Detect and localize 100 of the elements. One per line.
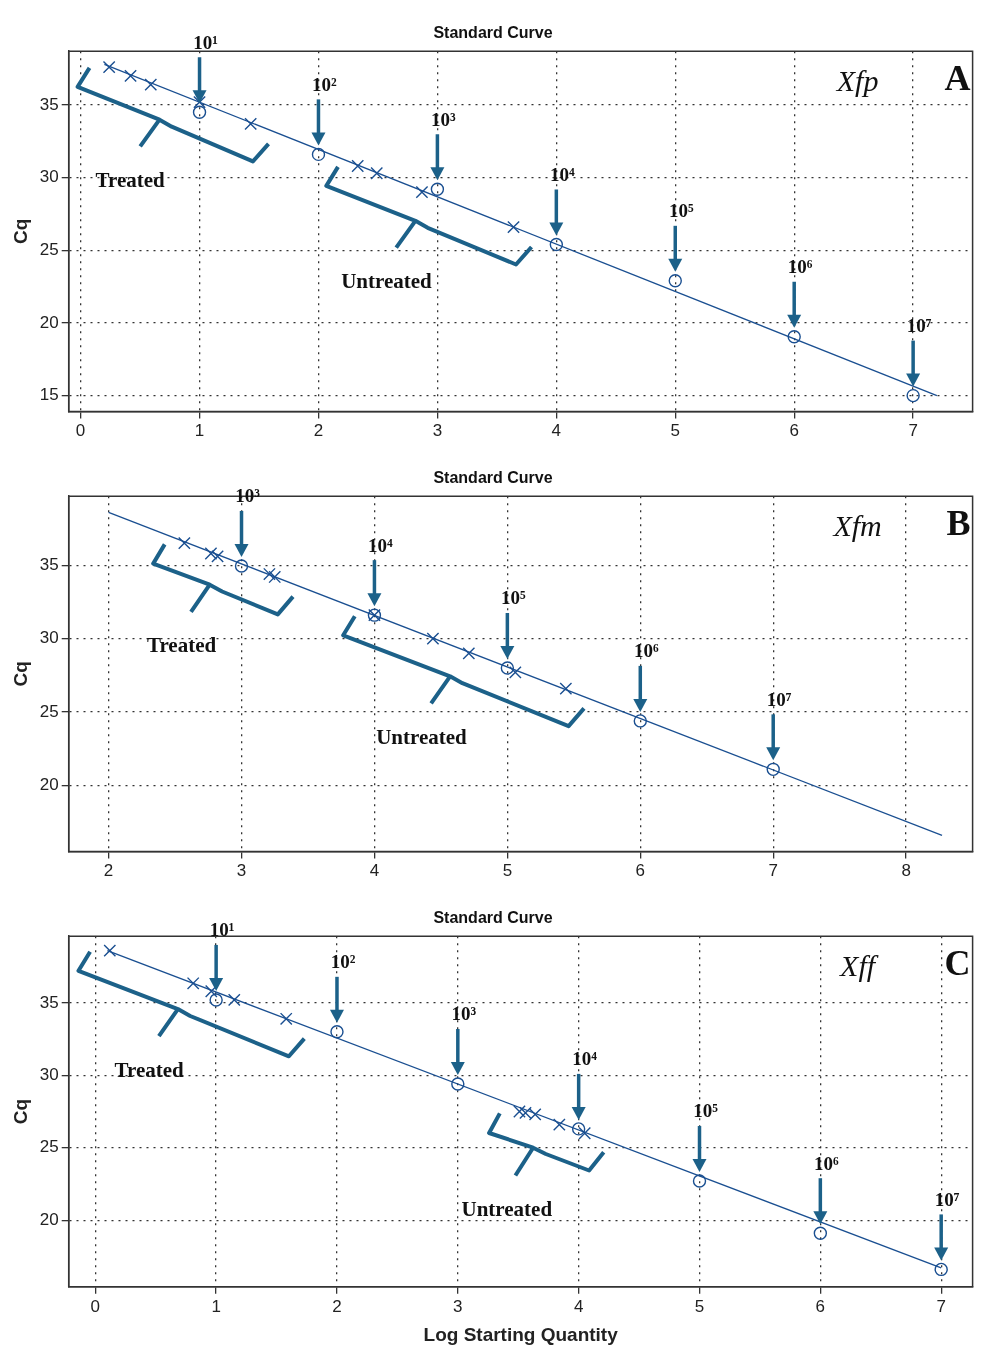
- x-tick-label: 3: [432, 421, 443, 441]
- annotation: Untreated: [376, 724, 468, 749]
- point: [906, 388, 920, 403]
- point: [211, 550, 224, 563]
- point: [103, 944, 117, 958]
- annotation: 10⁶: [787, 256, 813, 278]
- point: [144, 78, 158, 91]
- chart-title: Standard Curve: [433, 909, 553, 927]
- y-axis-title: Cq: [9, 218, 31, 245]
- x-tick-label: 8: [901, 861, 911, 881]
- point: [192, 105, 207, 119]
- point: [500, 661, 515, 675]
- point: [204, 984, 218, 998]
- annotation: 10⁴: [549, 163, 575, 185]
- x-tick-label: 5: [670, 421, 680, 441]
- point: [559, 682, 573, 695]
- point: [934, 1262, 948, 1277]
- point: [692, 1174, 707, 1188]
- x-tick-label: 2: [313, 421, 324, 441]
- point: [204, 547, 218, 560]
- point: [268, 570, 282, 584]
- annotation: Treated: [146, 633, 217, 658]
- annotation: Xfp: [835, 64, 879, 98]
- point: [227, 993, 241, 1007]
- annotation: Untreated: [341, 269, 433, 294]
- y-tick-label: 35: [39, 992, 59, 1012]
- y-tick-label: 20: [39, 312, 59, 332]
- annotation: 10⁵: [501, 587, 527, 609]
- point: [451, 1077, 465, 1091]
- point: [209, 993, 223, 1007]
- y-axis-title: Cq: [9, 661, 31, 687]
- x-tick-label: 2: [103, 861, 114, 881]
- y-tick-label: 30: [39, 628, 59, 648]
- point: [330, 1025, 344, 1039]
- annotation: 10⁶: [813, 1152, 839, 1174]
- point: [311, 147, 326, 162]
- point: [193, 95, 206, 109]
- annotation: 10⁵: [693, 1100, 719, 1122]
- point: [234, 559, 249, 573]
- x-tick-label: 2: [332, 1296, 342, 1316]
- x-tick-label: 5: [502, 861, 513, 881]
- point: [528, 1108, 542, 1121]
- x-tick-label: 7: [768, 861, 778, 881]
- point: [813, 1226, 828, 1240]
- point: [426, 632, 440, 646]
- x-tick-label: 6: [635, 861, 646, 881]
- point: [263, 567, 276, 581]
- annotation: 10⁷: [766, 688, 792, 710]
- chart-title: Standard Curve: [433, 469, 553, 487]
- point: [633, 714, 647, 728]
- y-tick-label: 20: [39, 775, 59, 795]
- annotation: C: [944, 943, 971, 984]
- y-tick-label: 35: [39, 94, 59, 114]
- y-tick-label: 30: [39, 167, 59, 187]
- x-tick-label: 0: [90, 1296, 101, 1316]
- annotation: Treated: [114, 1057, 185, 1082]
- y-tick-label: 35: [39, 554, 59, 574]
- annotation: 10⁵: [668, 200, 694, 222]
- point: [766, 762, 780, 777]
- x-tick-label: 3: [236, 861, 247, 881]
- y-axis-title: Cq: [9, 1098, 31, 1125]
- annotation: A: [944, 58, 971, 99]
- y-tick-label: 15: [39, 385, 59, 405]
- x-tick-label: 5: [694, 1296, 705, 1316]
- point: [279, 1012, 293, 1026]
- point: [571, 1122, 586, 1136]
- x-tick-label: 7: [936, 1296, 946, 1316]
- annotation: 10³: [451, 1003, 477, 1025]
- x-tick-label: 3: [453, 1296, 463, 1316]
- annotation: 10²: [312, 73, 338, 95]
- y-tick-label: 20: [39, 1209, 59, 1229]
- point: [549, 237, 564, 252]
- y-tick-label: 25: [39, 239, 59, 259]
- point: [415, 185, 429, 199]
- point: [508, 666, 522, 679]
- point: [787, 330, 801, 344]
- point: [668, 274, 682, 288]
- annotation: 10⁶: [633, 640, 659, 662]
- x-tick-label: 4: [551, 421, 562, 441]
- annotation: Xff: [839, 949, 879, 983]
- y-tick-label: 30: [39, 1064, 59, 1084]
- annotation: 10¹: [193, 31, 218, 53]
- x-tick-label: 4: [573, 1296, 584, 1316]
- point: [124, 69, 137, 83]
- x-tick-label: 6: [789, 421, 799, 441]
- annotation: 10³: [431, 108, 457, 130]
- annotation: Treated: [95, 168, 166, 193]
- x-axis-title: Log Starting Quantity: [423, 1323, 619, 1345]
- x-tick-label: 1: [211, 1296, 221, 1316]
- point: [519, 1106, 532, 1120]
- annotation: 10⁴: [368, 534, 394, 556]
- x-tick-label: 1: [194, 421, 205, 441]
- point: [578, 1126, 592, 1140]
- annotation: 10⁷: [906, 315, 932, 337]
- x-tick-label: 6: [815, 1296, 826, 1316]
- point: [552, 1118, 566, 1131]
- annotation: 10²: [330, 951, 356, 973]
- point: [430, 182, 445, 196]
- point: [244, 117, 258, 131]
- y-tick-label: 25: [39, 1137, 59, 1157]
